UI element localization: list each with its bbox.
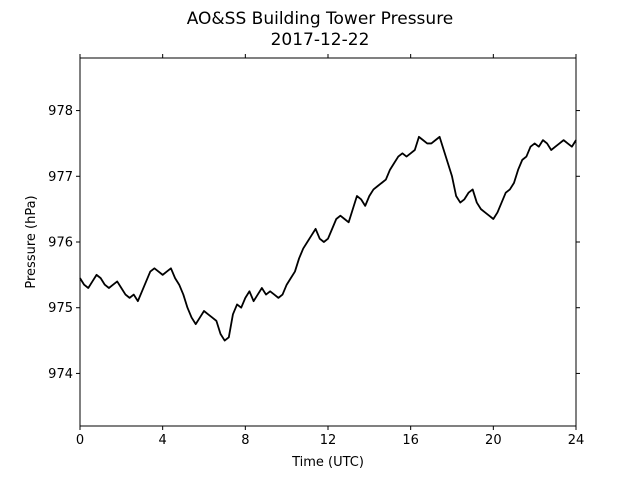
x-tick-label: 12 bbox=[320, 433, 337, 448]
y-tick-label: 975 bbox=[48, 301, 73, 316]
y-tick-label: 977 bbox=[48, 170, 73, 185]
y-tick-label: 978 bbox=[48, 104, 73, 119]
chart-title: AO&SS Building Tower Pressure bbox=[187, 9, 454, 29]
y-tick-label: 974 bbox=[48, 367, 73, 382]
x-tick-label: 8 bbox=[241, 433, 249, 448]
plot-frame bbox=[79, 57, 577, 427]
x-tick-label: 0 bbox=[76, 433, 84, 448]
y-axis-label: Pressure (hPa) bbox=[24, 195, 39, 288]
y-axis: 974 975 976 977 978 bbox=[48, 104, 580, 382]
plot-area bbox=[79, 135, 577, 342]
x-axis-label: Time (UTC) bbox=[291, 455, 364, 470]
x-axis: 0 4 8 12 16 20 24 bbox=[76, 54, 584, 448]
x-tick-label: 4 bbox=[159, 433, 167, 448]
x-tick-label: 16 bbox=[402, 433, 419, 448]
series-line bbox=[79, 135, 577, 342]
x-tick-label: 24 bbox=[568, 433, 585, 448]
chart-subtitle: 2017-12-22 bbox=[271, 30, 370, 50]
x-tick-label: 20 bbox=[485, 433, 502, 448]
y-tick-label: 976 bbox=[48, 236, 73, 251]
